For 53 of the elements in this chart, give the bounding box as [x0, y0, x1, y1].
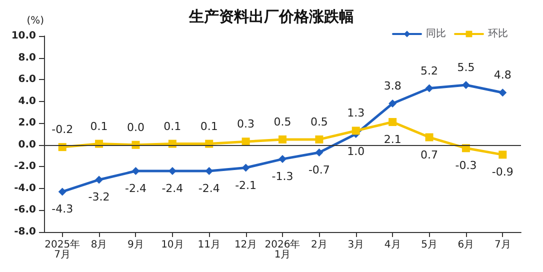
- y-tick-label: 6.0: [18, 74, 36, 86]
- data-label: -2.4: [162, 182, 184, 196]
- x-tick-label: 6月: [458, 240, 474, 250]
- x-tick-label: 10月: [161, 240, 184, 250]
- data-label: -1.3: [272, 170, 294, 184]
- x-tick-label: 9月: [128, 240, 144, 250]
- y-tick-label: 0.0: [18, 139, 36, 150]
- data-label: 0.3: [237, 118, 255, 131]
- data-label: -0.9: [492, 166, 514, 179]
- y-tick-label: 8.0: [18, 52, 36, 64]
- data-label: -2.1: [235, 178, 257, 192]
- x-tick-label: 4月: [384, 240, 401, 250]
- data-label: 0.0: [126, 120, 144, 134]
- data-label: 3.8: [384, 80, 402, 93]
- x-tick-label: 3月: [348, 240, 364, 250]
- data-label: 0.1: [164, 120, 182, 133]
- data-label: 1.3: [347, 106, 365, 120]
- data-label: -2.4: [124, 182, 146, 196]
- x-tick-label: 5月: [421, 240, 438, 250]
- data-label: -2.4: [198, 182, 220, 196]
- x-tick-label: 8月: [90, 240, 108, 250]
- y-axis-title: (%): [26, 16, 44, 26]
- data-label: -0.7: [308, 164, 330, 177]
- y-tick-label: -8.0: [14, 226, 36, 238]
- x-tick-label: 2月: [311, 240, 328, 250]
- data-label: 5.5: [457, 61, 475, 74]
- y-tick-label: 2.0: [18, 118, 36, 129]
- data-label: -3.2: [88, 190, 110, 204]
- data-label: 1.0: [347, 145, 365, 158]
- data-label: 0.1: [90, 120, 108, 133]
- legend-label: 环比: [488, 28, 508, 40]
- data-label: 0.5: [310, 115, 328, 128]
- data-label: 0.1: [200, 120, 218, 133]
- y-tick-label: -6.0: [14, 204, 36, 216]
- data-label: -4.3: [52, 202, 74, 216]
- data-label: 2.1: [384, 133, 402, 146]
- data-label: -0.3: [455, 159, 477, 172]
- data-label: 5.2: [420, 64, 438, 78]
- chart-title: 生产资料出厂价格涨跌幅: [188, 8, 354, 26]
- data-label: -0.2: [52, 123, 74, 136]
- y-tick-label: -4.0: [14, 182, 36, 194]
- x-tick-label: 2026年 1月: [264, 238, 300, 260]
- y-tick-label: 4.0: [18, 96, 36, 107]
- data-label: 0.5: [274, 115, 292, 128]
- x-tick-label: 2025年 7月: [44, 238, 80, 260]
- data-label: 4.8: [494, 68, 512, 82]
- y-tick-label: -2.0: [14, 161, 36, 172]
- x-tick-label: 7月: [494, 240, 511, 250]
- y-tick-label: 10.0: [11, 30, 36, 42]
- data-label: 0.7: [420, 148, 438, 162]
- legend-label: 同比: [426, 28, 446, 40]
- x-tick-label: 11月: [198, 240, 220, 250]
- x-tick-label: 12月: [234, 240, 258, 250]
